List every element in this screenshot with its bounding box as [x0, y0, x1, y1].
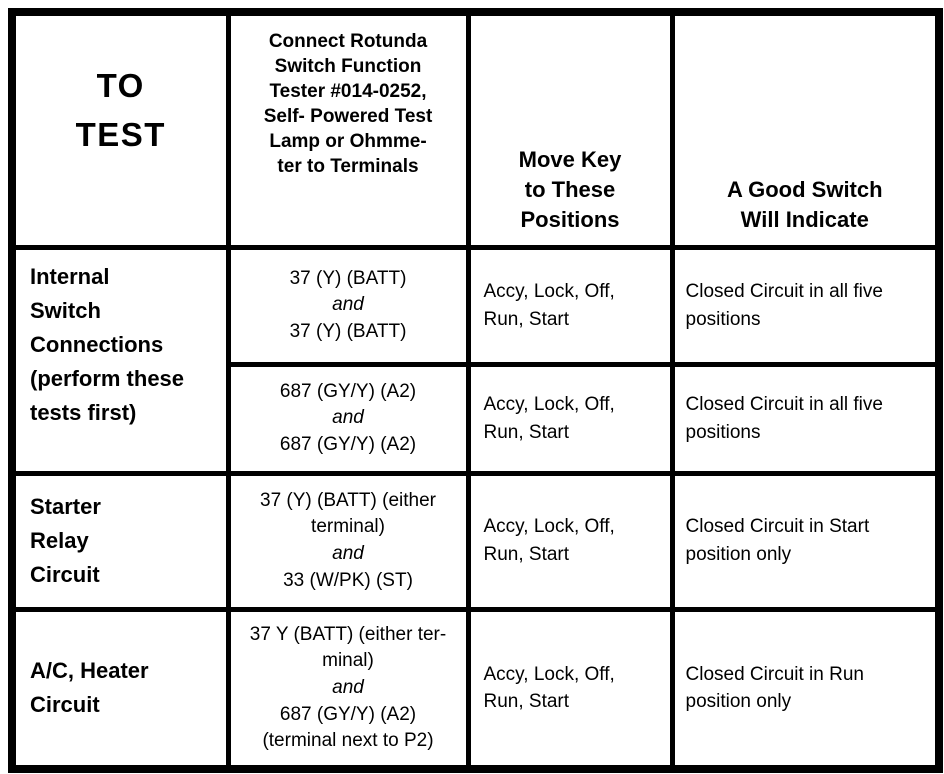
- table-row: Starter Relay Circuit 37 (Y) (BATT) (eit…: [9, 470, 942, 612]
- table-row: 687 (GY/Y) (A2) and 687 (GY/Y) (A2) Accy…: [12, 361, 942, 476]
- col-header-good-switch-indicate: A Good Switch Will Indicate: [669, 9, 942, 250]
- indicate-cell: Closed Circuit in all five positions: [669, 361, 942, 476]
- indicate-cell: Closed Circuit in Run position only: [669, 606, 942, 772]
- terminal-line: 37 (Y) (BATT): [289, 267, 407, 289]
- key-positions-cell: Accy, Lock, Off, Run, Start: [465, 470, 675, 612]
- table-header-row: TO TEST Connect Rotunda Switch Function …: [9, 9, 942, 250]
- table-row: A/C, Heater Circuit 37 Y (BATT) (either …: [9, 606, 942, 772]
- and-conjunction: and: [332, 407, 364, 429]
- terminal-line: 37 Y (BATT) (either ter- minal): [249, 623, 447, 672]
- row-label-starter-relay-circuit: Starter Relay Circuit: [9, 470, 231, 612]
- tester-terminals-cell: 37 Y (BATT) (either ter- minal) and 687 …: [225, 606, 471, 772]
- key-positions-cell: Accy, Lock, Off, Run, Start: [465, 244, 675, 367]
- row-label-ac-heater-circuit: A/C, Heater Circuit: [9, 606, 231, 772]
- and-conjunction: and: [332, 294, 364, 316]
- key-positions-cell: Accy, Lock, Off, Run, Start: [465, 361, 675, 476]
- terminal-line: 687 (GY/Y) (A2): [279, 433, 417, 455]
- table-row: Internal Switch Connections (perform the…: [9, 244, 942, 476]
- col-header-to-test: TO TEST: [9, 9, 231, 250]
- tester-terminals-cell: 687 (GY/Y) (A2) and 687 (GY/Y) (A2): [225, 361, 471, 476]
- tester-terminals-cell: 37 (Y) (BATT) (either terminal) and 33 (…: [225, 470, 471, 612]
- row-label-internal-switch-connections: Internal Switch Connections (perform the…: [9, 244, 231, 476]
- terminal-line: 33 (W/PK) (ST): [283, 569, 413, 591]
- indicate-cell: Closed Circuit in Start position only: [669, 470, 942, 612]
- key-positions-cell: Accy, Lock, Off, Run, Start: [465, 606, 675, 772]
- col-header-key-positions: Move Key to These Positions: [465, 9, 675, 250]
- col-header-tester-terminals: Connect Rotunda Switch Function Tester #…: [225, 9, 471, 250]
- indicate-cell: Closed Circuit in all five positions: [669, 244, 942, 367]
- and-conjunction: and: [332, 543, 364, 564]
- terminal-line: 37 (Y) (BATT) (either terminal): [260, 489, 436, 538]
- and-conjunction: and: [332, 676, 364, 698]
- tester-terminals-cell: 37 (Y) (BATT) and 37 (Y) (BATT): [225, 244, 471, 367]
- terminal-line: 37 (Y) (BATT): [289, 320, 407, 342]
- switch-test-table: TO TEST Connect Rotunda Switch Function …: [8, 8, 943, 773]
- terminal-line: 687 (GY/Y) (A2) (terminal next to P2): [262, 703, 434, 752]
- terminal-line: 687 (GY/Y) (A2): [279, 380, 417, 402]
